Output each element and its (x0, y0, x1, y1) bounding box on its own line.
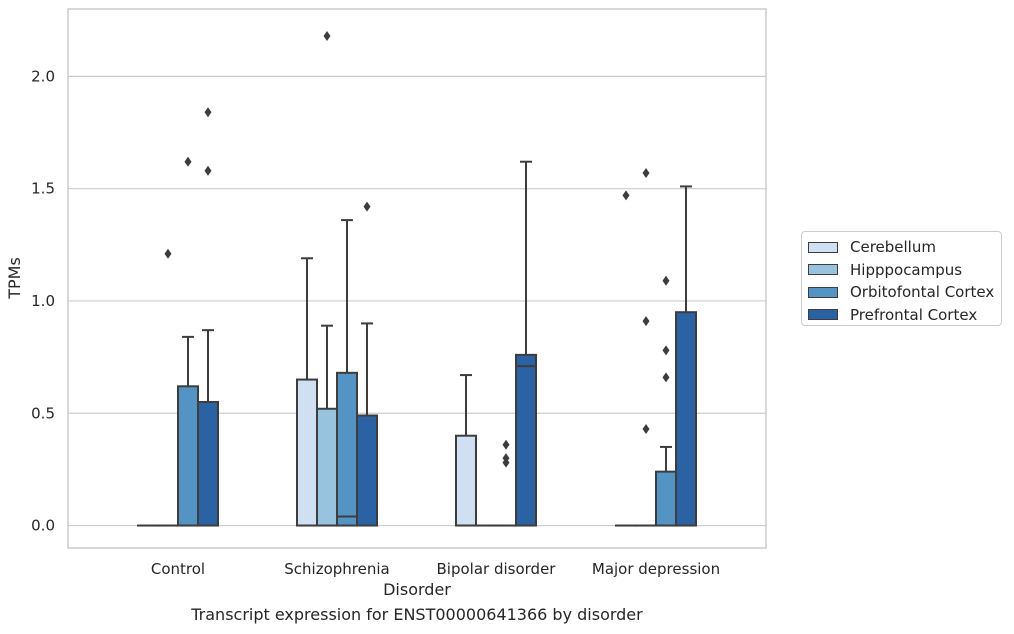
legend-label: Prefrontal Cortex (850, 305, 978, 324)
outlier-marker (363, 201, 371, 212)
outlier-marker (642, 167, 650, 178)
x-tick-labels: Control Schizophrenia Bipolar disorder Majo… (151, 560, 720, 578)
legend: Cerebellum Hipppocampus Orbitofontal Corte… (801, 231, 1002, 326)
box-rect (356, 414, 378, 527)
x-tick-label: Schizophrenia (284, 560, 389, 578)
box-rect (177, 385, 199, 527)
legend-swatch (808, 286, 838, 298)
box-rect (296, 378, 318, 527)
box-rect (336, 371, 358, 527)
box-cerebellum (455, 374, 477, 527)
plot-area-frame (67, 8, 767, 549)
legend-label: Orbitofontal Cortex (850, 283, 995, 302)
box-rect (316, 407, 338, 527)
y-tick-label: 1.5 (31, 180, 55, 198)
box-rect (675, 311, 697, 527)
box-rect (455, 434, 477, 527)
y-tick-label: 0.5 (31, 404, 55, 422)
x-tick-label: Major depression (592, 560, 720, 578)
y-tick-label: 1.0 (31, 292, 55, 310)
box-orbitofontal-cortex (655, 275, 677, 527)
outlier-marker (502, 453, 510, 464)
box-orbitofontal-cortex (336, 219, 358, 527)
outlier-marker (662, 275, 670, 286)
box-group (137, 30, 697, 527)
x-tick-label: Bipolar disorder (437, 560, 557, 578)
outlier-marker (164, 248, 172, 259)
outlier-marker (662, 345, 670, 356)
legend-swatch (808, 264, 838, 276)
box-prefrontal-cortex (515, 160, 537, 527)
outlier-marker (323, 30, 331, 41)
y-axis-label: TPMs (5, 257, 24, 300)
box-orbitofontal-cortex (495, 439, 517, 527)
box-hipppocampus (316, 30, 338, 527)
box-hipppocampus (157, 248, 179, 527)
box-rect (655, 470, 677, 527)
legend-swatch (808, 241, 838, 253)
outlier-marker (204, 107, 212, 118)
legend-item: Prefrontal Cortex (808, 304, 1001, 327)
box-prefrontal-cortex (675, 185, 697, 527)
legend-label: Cerebellum (850, 238, 936, 257)
outlier-marker (502, 439, 510, 450)
legend-label: Hipppocampus (850, 260, 963, 279)
box-prefrontal-cortex (197, 107, 219, 527)
box-rect (197, 401, 219, 527)
outlier-marker (184, 156, 192, 167)
chart-caption: Transcript expression for ENST0000064136… (191, 605, 643, 624)
y-tick-label: 0.0 (31, 517, 55, 535)
x-axis-label: Disorder (383, 580, 451, 599)
outlier-marker (204, 165, 212, 176)
outlier-marker (642, 423, 650, 434)
legend-item: Orbitofontal Cortex (808, 281, 1001, 304)
box-rect (515, 353, 537, 527)
outlier-marker (662, 372, 670, 383)
legend-item: Cerebellum (808, 236, 1001, 259)
y-tick-labels: 0.0 0.5 1.0 1.5 2.0 (31, 67, 55, 534)
box-prefrontal-cortex (356, 201, 378, 527)
box-cerebellum (296, 257, 318, 527)
y-tick-label: 2.0 (31, 67, 55, 85)
outlier-marker (642, 316, 650, 327)
x-tick-label: Control (151, 560, 205, 578)
box-hipppocampus (635, 167, 657, 527)
legend-swatch (808, 309, 838, 321)
legend-item: Hipppocampus (808, 259, 1001, 282)
outlier-marker (622, 190, 630, 201)
